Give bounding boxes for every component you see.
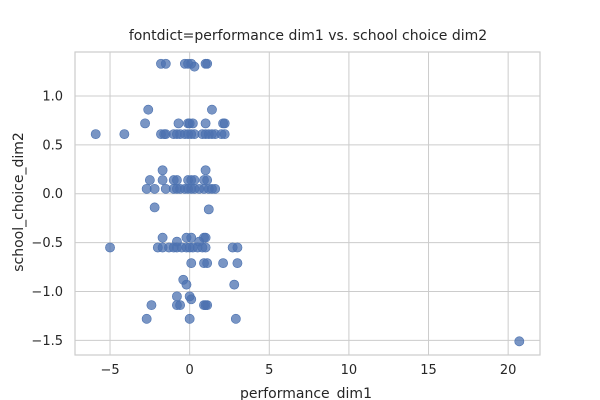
data-point: [200, 165, 211, 176]
x-tick-label: −5: [100, 363, 119, 378]
x-tick-label: 5: [265, 363, 273, 378]
data-point: [186, 258, 197, 269]
data-point: [140, 118, 150, 129]
data-point: [175, 300, 186, 311]
data-point: [202, 58, 213, 69]
data-point: [207, 104, 217, 115]
data-point: [141, 313, 152, 324]
data-point: [157, 165, 168, 176]
data-point: [200, 118, 211, 129]
data-point: [119, 129, 130, 140]
data-point: [149, 183, 160, 194]
y-tick-label: 1.0: [42, 89, 63, 104]
data-point: [230, 313, 241, 324]
data-point: [514, 336, 525, 347]
x-axis-label: performance_dim1: [240, 386, 372, 400]
data-point: [186, 294, 197, 305]
y-tick-labels: −1.5 −1.0 −0.5 0.0 0.5 1.0: [31, 89, 63, 348]
data-point: [172, 175, 182, 185]
data-point: [172, 291, 182, 302]
data-point: [90, 129, 101, 140]
chart-title: fontdict=performance dim1 vs. school cho…: [129, 28, 487, 44]
data-point: [218, 258, 228, 269]
grid: [75, 52, 540, 355]
y-axis-label: school_choice_dim2: [11, 132, 27, 272]
y-tick-label: 0.5: [42, 138, 63, 153]
data-point: [203, 204, 214, 215]
data-point: [157, 175, 168, 185]
data-point: [200, 242, 211, 253]
data-point: [146, 300, 157, 311]
data-point: [173, 118, 184, 129]
data-point: [232, 242, 243, 253]
data-point: [149, 202, 160, 213]
data-point: [219, 118, 230, 129]
data-point: [157, 232, 168, 243]
x-tick-label: 10: [341, 363, 358, 378]
data-point: [186, 232, 197, 243]
plot-frame: [74, 51, 541, 356]
y-tick-label: −0.5: [31, 236, 63, 251]
data-point: [232, 258, 243, 269]
data-point: [189, 175, 200, 185]
data-point: [229, 279, 240, 290]
data-point: [143, 104, 154, 115]
x-tick-labels: −5 0 5 10 15 20: [100, 363, 516, 378]
data-point: [210, 183, 221, 194]
y-tick-label: −1.5: [31, 334, 63, 349]
x-tick-label: 0: [186, 363, 194, 378]
x-tick-label: 20: [500, 363, 517, 378]
data-point: [144, 175, 155, 185]
data-point: [160, 58, 171, 69]
data-point: [184, 313, 195, 324]
data-point: [194, 236, 205, 247]
data-point: [202, 175, 213, 185]
data-point: [181, 279, 192, 290]
data-point: [219, 129, 230, 140]
data-point: [202, 258, 213, 269]
data-points: [90, 58, 525, 347]
data-point: [202, 300, 213, 311]
data-point: [172, 236, 182, 247]
y-tick-label: −1.0: [31, 285, 63, 300]
data-point: [105, 242, 115, 253]
y-tick-label: 0.0: [42, 187, 63, 202]
x-tick-label: 15: [420, 363, 437, 378]
data-point: [189, 61, 200, 72]
data-point: [187, 118, 198, 129]
